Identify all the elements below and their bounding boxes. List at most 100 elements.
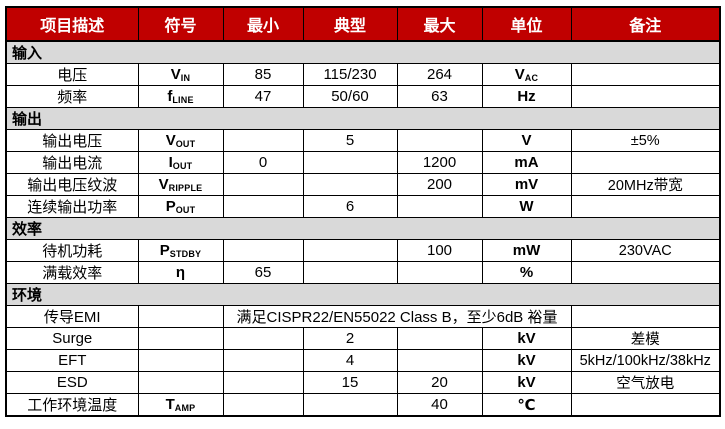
section-title: 效率 — [5, 217, 721, 240]
unit-base: ℃ — [517, 396, 536, 414]
unit-base: % — [519, 264, 534, 281]
cell-unit: Hz — [481, 85, 572, 108]
cell-symbol: TAMP — [137, 393, 224, 417]
cell-max: 264 — [396, 63, 483, 86]
cell-max: 63 — [396, 85, 483, 108]
cell-max: 1200 — [396, 151, 483, 174]
symbol-base: I — [168, 154, 173, 171]
section-title: 输入 — [5, 40, 721, 64]
cell-max: 20 — [396, 371, 483, 394]
cell-typ: 50/60 — [302, 85, 398, 108]
cell-symbol: IOUT — [137, 151, 224, 174]
cell-min — [222, 195, 304, 218]
cell-max — [396, 349, 483, 372]
cell-unit: VAC — [481, 63, 572, 86]
table-row: EFT 4 kV 5kHz/100kHz/38kHz — [5, 349, 721, 372]
cell-min — [222, 239, 304, 262]
unit-base: mA — [514, 154, 539, 171]
table-row: 电压 VIN 85 115/230 264 VAC — [5, 63, 721, 86]
cell-unit: kV — [481, 349, 572, 372]
cell-typ: 5 — [302, 129, 398, 152]
cell-note — [570, 261, 721, 284]
spec-table-body: 输入 电压 VIN 85 115/230 264 VAC 频率 fLINE 47 50/60 63 Hz… — [5, 40, 721, 417]
cell-note — [570, 393, 721, 417]
cell-symbol — [137, 349, 224, 372]
cell-min: 0 — [222, 151, 304, 174]
header-symbol: 符号 — [137, 6, 224, 42]
cell-min — [222, 327, 304, 350]
cell-typ — [302, 239, 398, 262]
unit-base: kV — [517, 374, 536, 391]
cell-item: 工作环境温度 — [5, 393, 139, 417]
symbol-base: P — [159, 242, 170, 259]
cell-item: 输出电压 — [5, 129, 139, 152]
cell-max — [396, 261, 483, 284]
cell-typ: 115/230 — [302, 63, 398, 86]
unit-base: W — [519, 198, 534, 215]
cell-typ — [302, 261, 398, 284]
unit-subscript: AC — [524, 73, 539, 83]
cell-note — [570, 63, 721, 86]
cell-unit: mW — [481, 239, 572, 262]
unit-base: kV — [517, 352, 536, 369]
cell-min: 47 — [222, 85, 304, 108]
cell-min — [222, 371, 304, 394]
cell-min — [222, 129, 304, 152]
symbol-base: V — [165, 132, 176, 149]
table-row: 输出电压 VOUT 5 V ±5% — [5, 129, 721, 152]
cell-unit: kV — [481, 371, 572, 394]
cell-note — [570, 85, 721, 108]
cell-unit: V — [481, 129, 572, 152]
unit-base: V — [521, 132, 532, 149]
unit-base: mW — [512, 242, 541, 259]
symbol-subscript: OUT — [175, 205, 196, 215]
cell-item: 电压 — [5, 63, 139, 86]
symbol-base: P — [165, 198, 176, 215]
section-row: 效率 — [5, 217, 721, 240]
cell-unit: mV — [481, 173, 572, 196]
unit-base: kV — [517, 330, 536, 347]
cell-typ: 2 — [302, 327, 398, 350]
cell-max — [396, 195, 483, 218]
cell-item: Surge — [5, 327, 139, 350]
section-title: 环境 — [5, 283, 721, 306]
cell-item: ESD — [5, 371, 139, 394]
cell-symbol: VIN — [137, 63, 224, 86]
cell-note — [570, 195, 721, 218]
cell-typ: 6 — [302, 195, 398, 218]
cell-item: 连续输出功率 — [5, 195, 139, 218]
cell-typ: 4 — [302, 349, 398, 372]
cell-item: 待机功耗 — [5, 239, 139, 262]
symbol-subscript: AMP — [174, 403, 196, 413]
cell-max: 100 — [396, 239, 483, 262]
table-row: 待机功耗 PSTDBY 100 mW 230VAC — [5, 239, 721, 262]
cell-item: 频率 — [5, 85, 139, 108]
symbol-base: f — [167, 88, 173, 105]
cell-note: 5kHz/100kHz/38kHz — [570, 349, 721, 372]
symbol-subscript: LINE — [172, 95, 194, 105]
cell-typ: 15 — [302, 371, 398, 394]
cell-max: 40 — [396, 393, 483, 417]
table-row: ESD 15 20 kV 空气放电 — [5, 371, 721, 394]
table-row: 输出电压纹波 VRIPPLE 200 mV 20MHz带宽 — [5, 173, 721, 196]
symbol-subscript: OUT — [172, 161, 193, 171]
unit-base: Hz — [517, 88, 536, 105]
table-row: 连续输出功率 POUT 6 W — [5, 195, 721, 218]
cell-min — [222, 393, 304, 417]
cell-item: 输出电流 — [5, 151, 139, 174]
cell-note — [570, 151, 721, 174]
table-row: 传导EMI 满足CISPR22/EN55022 Class B，至少6dB 裕量 — [5, 305, 721, 328]
cell-note: 230VAC — [570, 239, 721, 262]
cell-symbol: PSTDBY — [137, 239, 224, 262]
header-row: 项目描述 符号 最小 典型 最大 单位 备注 — [5, 6, 721, 42]
symbol-subscript: IN — [180, 73, 191, 83]
header-typ: 典型 — [302, 6, 398, 42]
cell-symbol: VRIPPLE — [137, 173, 224, 196]
cell-min: 85 — [222, 63, 304, 86]
table-row: 工作环境温度 TAMP 40 ℃ — [5, 393, 721, 417]
cell-symbol — [137, 327, 224, 350]
section-row: 环境 — [5, 283, 721, 306]
cell-note: 20MHz带宽 — [570, 173, 721, 196]
section-title: 输出 — [5, 107, 721, 130]
header-min: 最小 — [222, 6, 304, 42]
